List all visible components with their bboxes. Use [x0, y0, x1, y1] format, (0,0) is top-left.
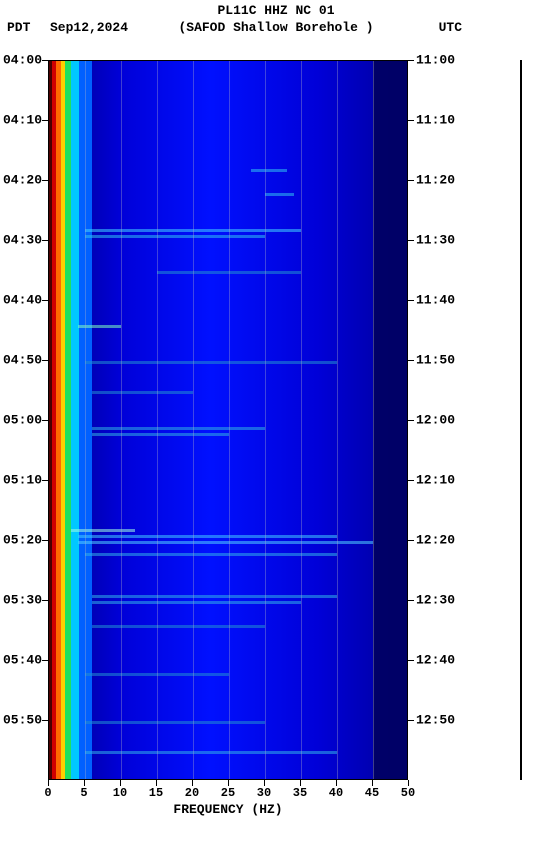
tz-right-label: UTC	[439, 20, 462, 35]
x-tick-label: 50	[401, 786, 415, 800]
y-left-label: 04:40	[0, 293, 42, 308]
x-tick-label: 30	[257, 786, 271, 800]
event-streak	[85, 235, 265, 238]
event-streak	[92, 625, 265, 628]
event-streak	[85, 721, 265, 724]
site-title: (SAFOD Shallow Borehole )	[0, 20, 552, 35]
y-left-label: 05:20	[0, 533, 42, 548]
gridline	[121, 61, 122, 779]
y-right-label: 12:20	[416, 533, 455, 548]
y-left-label: 04:00	[0, 53, 42, 68]
x-tick-label: 15	[149, 786, 163, 800]
x-tick-label: 45	[365, 786, 379, 800]
event-streak	[265, 193, 294, 196]
y-left-label: 05:40	[0, 653, 42, 668]
x-tick-label: 35	[293, 786, 307, 800]
y-right-label: 11:40	[416, 293, 455, 308]
y-left-label: 05:50	[0, 713, 42, 728]
event-streak	[71, 529, 136, 532]
event-streak	[92, 427, 265, 430]
gridline	[85, 61, 86, 779]
gridline	[193, 61, 194, 779]
y-right-label: 11:00	[416, 53, 455, 68]
x-tick-label: 40	[329, 786, 343, 800]
plot-frame	[48, 60, 408, 780]
lowfreq-layer	[71, 61, 80, 779]
y-left-label: 04:10	[0, 113, 42, 128]
event-streak	[85, 751, 337, 754]
y-left-label: 04:30	[0, 233, 42, 248]
x-tick-label: 5	[80, 786, 87, 800]
spectrogram-plot: 04:0011:0004:1011:1004:2011:2004:3011:30…	[48, 60, 408, 780]
x-axis-title: FREQUENCY (HZ)	[48, 802, 408, 817]
x-tick-label: 10	[113, 786, 127, 800]
y-left-label: 05:00	[0, 413, 42, 428]
gridline	[337, 61, 338, 779]
gridline	[373, 61, 374, 779]
event-streak	[92, 601, 301, 604]
x-tick-label: 25	[221, 786, 235, 800]
y-right-label: 11:30	[416, 233, 455, 248]
right-side-bar	[520, 60, 522, 780]
event-streak	[92, 433, 229, 436]
x-tick-label: 0	[44, 786, 51, 800]
event-streak	[85, 361, 337, 364]
gridline	[229, 61, 230, 779]
y-right-label: 11:10	[416, 113, 455, 128]
event-streak	[92, 391, 193, 394]
event-streak	[251, 169, 287, 172]
y-right-label: 12:50	[416, 713, 455, 728]
event-streak	[78, 541, 373, 544]
spectrogram-page: PL11C HHZ NC 01 PDT Sep12,2024 (SAFOD Sh…	[0, 0, 552, 864]
station-title: PL11C HHZ NC 01	[0, 3, 552, 18]
y-right-label: 12:10	[416, 473, 455, 488]
y-right-label: 12:40	[416, 653, 455, 668]
y-right-label: 11:50	[416, 353, 455, 368]
y-left-label: 05:30	[0, 593, 42, 608]
y-left-label: 04:50	[0, 353, 42, 368]
event-streak	[85, 553, 337, 556]
y-left-label: 04:20	[0, 173, 42, 188]
event-streak	[78, 535, 337, 538]
gridline	[265, 61, 266, 779]
y-right-label: 11:20	[416, 173, 455, 188]
y-right-label: 12:30	[416, 593, 455, 608]
y-left-label: 05:10	[0, 473, 42, 488]
gridline	[157, 61, 158, 779]
spectrogram-background	[49, 61, 407, 779]
y-right-label: 12:00	[416, 413, 455, 428]
gridline	[301, 61, 302, 779]
x-tick-label: 20	[185, 786, 199, 800]
